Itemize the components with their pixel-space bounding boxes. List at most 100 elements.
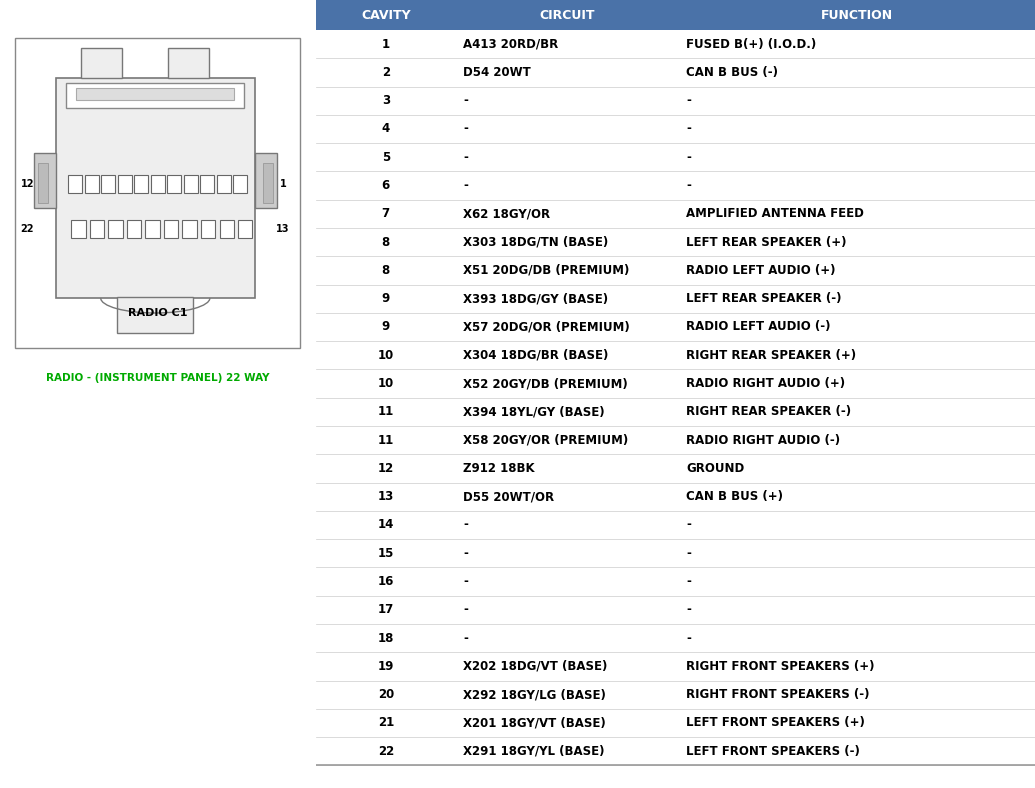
Bar: [151, 175, 165, 193]
Text: -: -: [686, 179, 691, 192]
Bar: [182, 220, 197, 238]
Text: -: -: [463, 547, 468, 559]
Bar: [168, 48, 209, 78]
Text: 8: 8: [382, 264, 390, 277]
Bar: [233, 175, 247, 193]
Text: 22: 22: [21, 224, 34, 234]
Text: RIGHT FRONT SPEAKERS (-): RIGHT FRONT SPEAKERS (-): [686, 688, 869, 701]
Text: X393 18DG/GY (BASE): X393 18DG/GY (BASE): [463, 292, 609, 305]
Bar: [101, 175, 116, 193]
Bar: [109, 220, 122, 238]
Text: AMPLIFIED ANTENNA FEED: AMPLIFIED ANTENNA FEED: [686, 207, 864, 221]
Bar: [56, 78, 255, 298]
Text: 20: 20: [378, 688, 394, 701]
Bar: [263, 163, 273, 203]
Text: -: -: [686, 122, 691, 136]
Text: RADIO C1: RADIO C1: [128, 308, 187, 318]
Text: X304 18DG/BR (BASE): X304 18DG/BR (BASE): [463, 349, 609, 362]
Text: FUNCTION: FUNCTION: [821, 9, 893, 21]
Text: 4: 4: [382, 122, 390, 136]
Text: -: -: [686, 575, 691, 588]
Text: Z912 18BK: Z912 18BK: [463, 462, 535, 475]
Text: CAN B BUS (+): CAN B BUS (+): [686, 490, 783, 504]
Bar: [135, 175, 148, 193]
Text: 12: 12: [21, 179, 34, 189]
Text: RADIO LEFT AUDIO (+): RADIO LEFT AUDIO (+): [686, 264, 835, 277]
Text: FUSED B(+) (I.O.D.): FUSED B(+) (I.O.D.): [686, 38, 817, 50]
Text: 13: 13: [276, 224, 290, 234]
Text: 8: 8: [382, 236, 390, 249]
Text: X202 18DG/VT (BASE): X202 18DG/VT (BASE): [463, 660, 608, 673]
Bar: [183, 175, 198, 193]
Text: 6: 6: [382, 179, 390, 192]
Text: 18: 18: [378, 632, 394, 645]
Bar: [33, 153, 56, 208]
Text: RADIO - (INSTRUMENT PANEL) 22 WAY: RADIO - (INSTRUMENT PANEL) 22 WAY: [47, 373, 269, 383]
Text: D55 20WT/OR: D55 20WT/OR: [463, 490, 555, 504]
Bar: [200, 175, 214, 193]
Text: -: -: [463, 575, 468, 588]
Text: CAN B BUS (-): CAN B BUS (-): [686, 66, 778, 79]
Bar: [82, 48, 122, 78]
Text: 11: 11: [378, 433, 394, 447]
Bar: [66, 83, 244, 108]
Text: GROUND: GROUND: [686, 462, 744, 475]
Text: LEFT FRONT SPEAKERS (-): LEFT FRONT SPEAKERS (-): [686, 745, 860, 758]
Text: X201 18GY/VT (BASE): X201 18GY/VT (BASE): [463, 716, 605, 730]
Text: 2: 2: [382, 66, 390, 79]
Bar: [216, 175, 231, 193]
Text: -: -: [463, 604, 468, 616]
Text: 9: 9: [382, 321, 390, 333]
Bar: [238, 220, 253, 238]
Text: 21: 21: [378, 716, 394, 730]
Text: -: -: [463, 95, 468, 107]
Text: -: -: [463, 632, 468, 645]
Text: LEFT REAR SPEAKER (-): LEFT REAR SPEAKER (-): [686, 292, 841, 305]
Text: RIGHT REAR SPEAKER (+): RIGHT REAR SPEAKER (+): [686, 349, 856, 362]
Text: -: -: [463, 122, 468, 136]
Text: X57 20DG/OR (PREMIUM): X57 20DG/OR (PREMIUM): [463, 321, 630, 333]
Bar: [117, 297, 194, 333]
Bar: [219, 220, 234, 238]
Text: -: -: [686, 95, 691, 107]
Bar: [37, 163, 48, 203]
Text: X52 20GY/DB (PREMIUM): X52 20GY/DB (PREMIUM): [463, 377, 628, 390]
Text: -: -: [463, 151, 468, 164]
Text: CIRCUIT: CIRCUIT: [539, 9, 595, 21]
Text: -: -: [463, 179, 468, 192]
Text: 1: 1: [279, 179, 287, 189]
Text: CAVITY: CAVITY: [361, 9, 411, 21]
Text: -: -: [686, 632, 691, 645]
Text: 22: 22: [378, 745, 394, 758]
Text: -: -: [686, 519, 691, 531]
Text: X303 18DG/TN (BASE): X303 18DG/TN (BASE): [463, 236, 609, 249]
Text: 1: 1: [382, 38, 390, 50]
Text: -: -: [463, 519, 468, 531]
Text: X58 20GY/OR (PREMIUM): X58 20GY/OR (PREMIUM): [463, 433, 628, 447]
Text: 5: 5: [382, 151, 390, 164]
Text: 13: 13: [378, 490, 394, 504]
Text: RIGHT REAR SPEAKER (-): RIGHT REAR SPEAKER (-): [686, 405, 851, 418]
Text: -: -: [686, 604, 691, 616]
Bar: [168, 175, 181, 193]
Bar: [90, 220, 105, 238]
Bar: [201, 220, 215, 238]
Bar: [255, 153, 277, 208]
Text: X292 18GY/LG (BASE): X292 18GY/LG (BASE): [463, 688, 607, 701]
Bar: [118, 175, 132, 193]
Bar: [68, 175, 83, 193]
Text: RADIO RIGHT AUDIO (-): RADIO RIGHT AUDIO (-): [686, 433, 840, 447]
Text: X291 18GY/YL (BASE): X291 18GY/YL (BASE): [463, 745, 604, 758]
Text: A413 20RD/BR: A413 20RD/BR: [463, 38, 559, 50]
Text: 7: 7: [382, 207, 390, 221]
Bar: [71, 220, 86, 238]
Text: -: -: [686, 547, 691, 559]
Text: 3: 3: [382, 95, 390, 107]
Bar: [16, 38, 300, 348]
Text: 9: 9: [382, 292, 390, 305]
Text: 10: 10: [378, 349, 394, 362]
Text: RADIO LEFT AUDIO (-): RADIO LEFT AUDIO (-): [686, 321, 831, 333]
Bar: [85, 175, 99, 193]
Text: 10: 10: [378, 377, 394, 390]
Bar: [145, 220, 159, 238]
